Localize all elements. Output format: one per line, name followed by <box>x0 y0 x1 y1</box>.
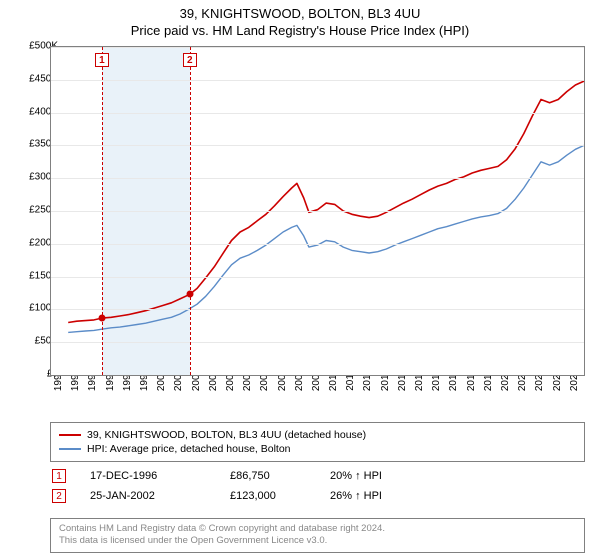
marker-badge: 2 <box>183 53 197 67</box>
legend: 39, KNIGHTSWOOD, BOLTON, BL3 4UU (detach… <box>50 422 585 462</box>
legend-swatch <box>59 434 81 436</box>
transaction-delta: 26% ↑ HPI <box>330 490 430 502</box>
footer-line: Contains HM Land Registry data © Crown c… <box>59 523 576 535</box>
transactions-table: 1 17-DEC-1996 £86,750 20% ↑ HPI 2 25-JAN… <box>50 466 585 506</box>
legend-label: 39, KNIGHTSWOOD, BOLTON, BL3 4UU (detach… <box>87 429 366 441</box>
transaction-date: 25-JAN-2002 <box>90 490 230 502</box>
legend-label: HPI: Average price, detached house, Bolt… <box>87 443 291 455</box>
marker-badge: 2 <box>52 489 66 503</box>
chart-subtitle: Price paid vs. HM Land Registry's House … <box>0 21 600 38</box>
transaction-delta: 20% ↑ HPI <box>330 470 430 482</box>
legend-swatch <box>59 448 81 450</box>
transaction-price: £123,000 <box>230 490 330 502</box>
attribution-footer: Contains HM Land Registry data © Crown c… <box>50 518 585 553</box>
marker-badge: 1 <box>52 469 66 483</box>
transaction-date: 17-DEC-1996 <box>90 470 230 482</box>
chart-title: 39, KNIGHTSWOOD, BOLTON, BL3 4UU <box>0 0 600 21</box>
chart-container: 39, KNIGHTSWOOD, BOLTON, BL3 4UU Price p… <box>0 0 600 560</box>
legend-item: HPI: Average price, detached house, Bolt… <box>59 442 576 456</box>
plot-area: 12 <box>50 46 585 376</box>
table-row: 1 17-DEC-1996 £86,750 20% ↑ HPI <box>50 466 585 486</box>
footer-line: This data is licensed under the Open Gov… <box>59 535 576 547</box>
table-row: 2 25-JAN-2002 £123,000 26% ↑ HPI <box>50 486 585 506</box>
marker-badge: 1 <box>95 53 109 67</box>
legend-item: 39, KNIGHTSWOOD, BOLTON, BL3 4UU (detach… <box>59 428 576 442</box>
transaction-price: £86,750 <box>230 470 330 482</box>
